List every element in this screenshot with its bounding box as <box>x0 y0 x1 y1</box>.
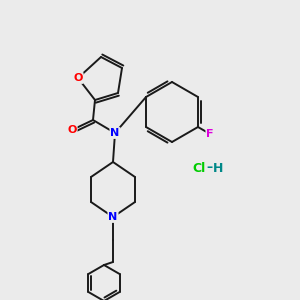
Text: O: O <box>73 73 83 83</box>
Text: N: N <box>108 212 118 222</box>
Text: O: O <box>67 125 77 135</box>
Text: F: F <box>206 129 214 139</box>
Text: –: – <box>206 161 212 175</box>
Text: N: N <box>110 128 120 138</box>
Text: Cl: Cl <box>192 161 205 175</box>
Text: H: H <box>213 161 224 175</box>
